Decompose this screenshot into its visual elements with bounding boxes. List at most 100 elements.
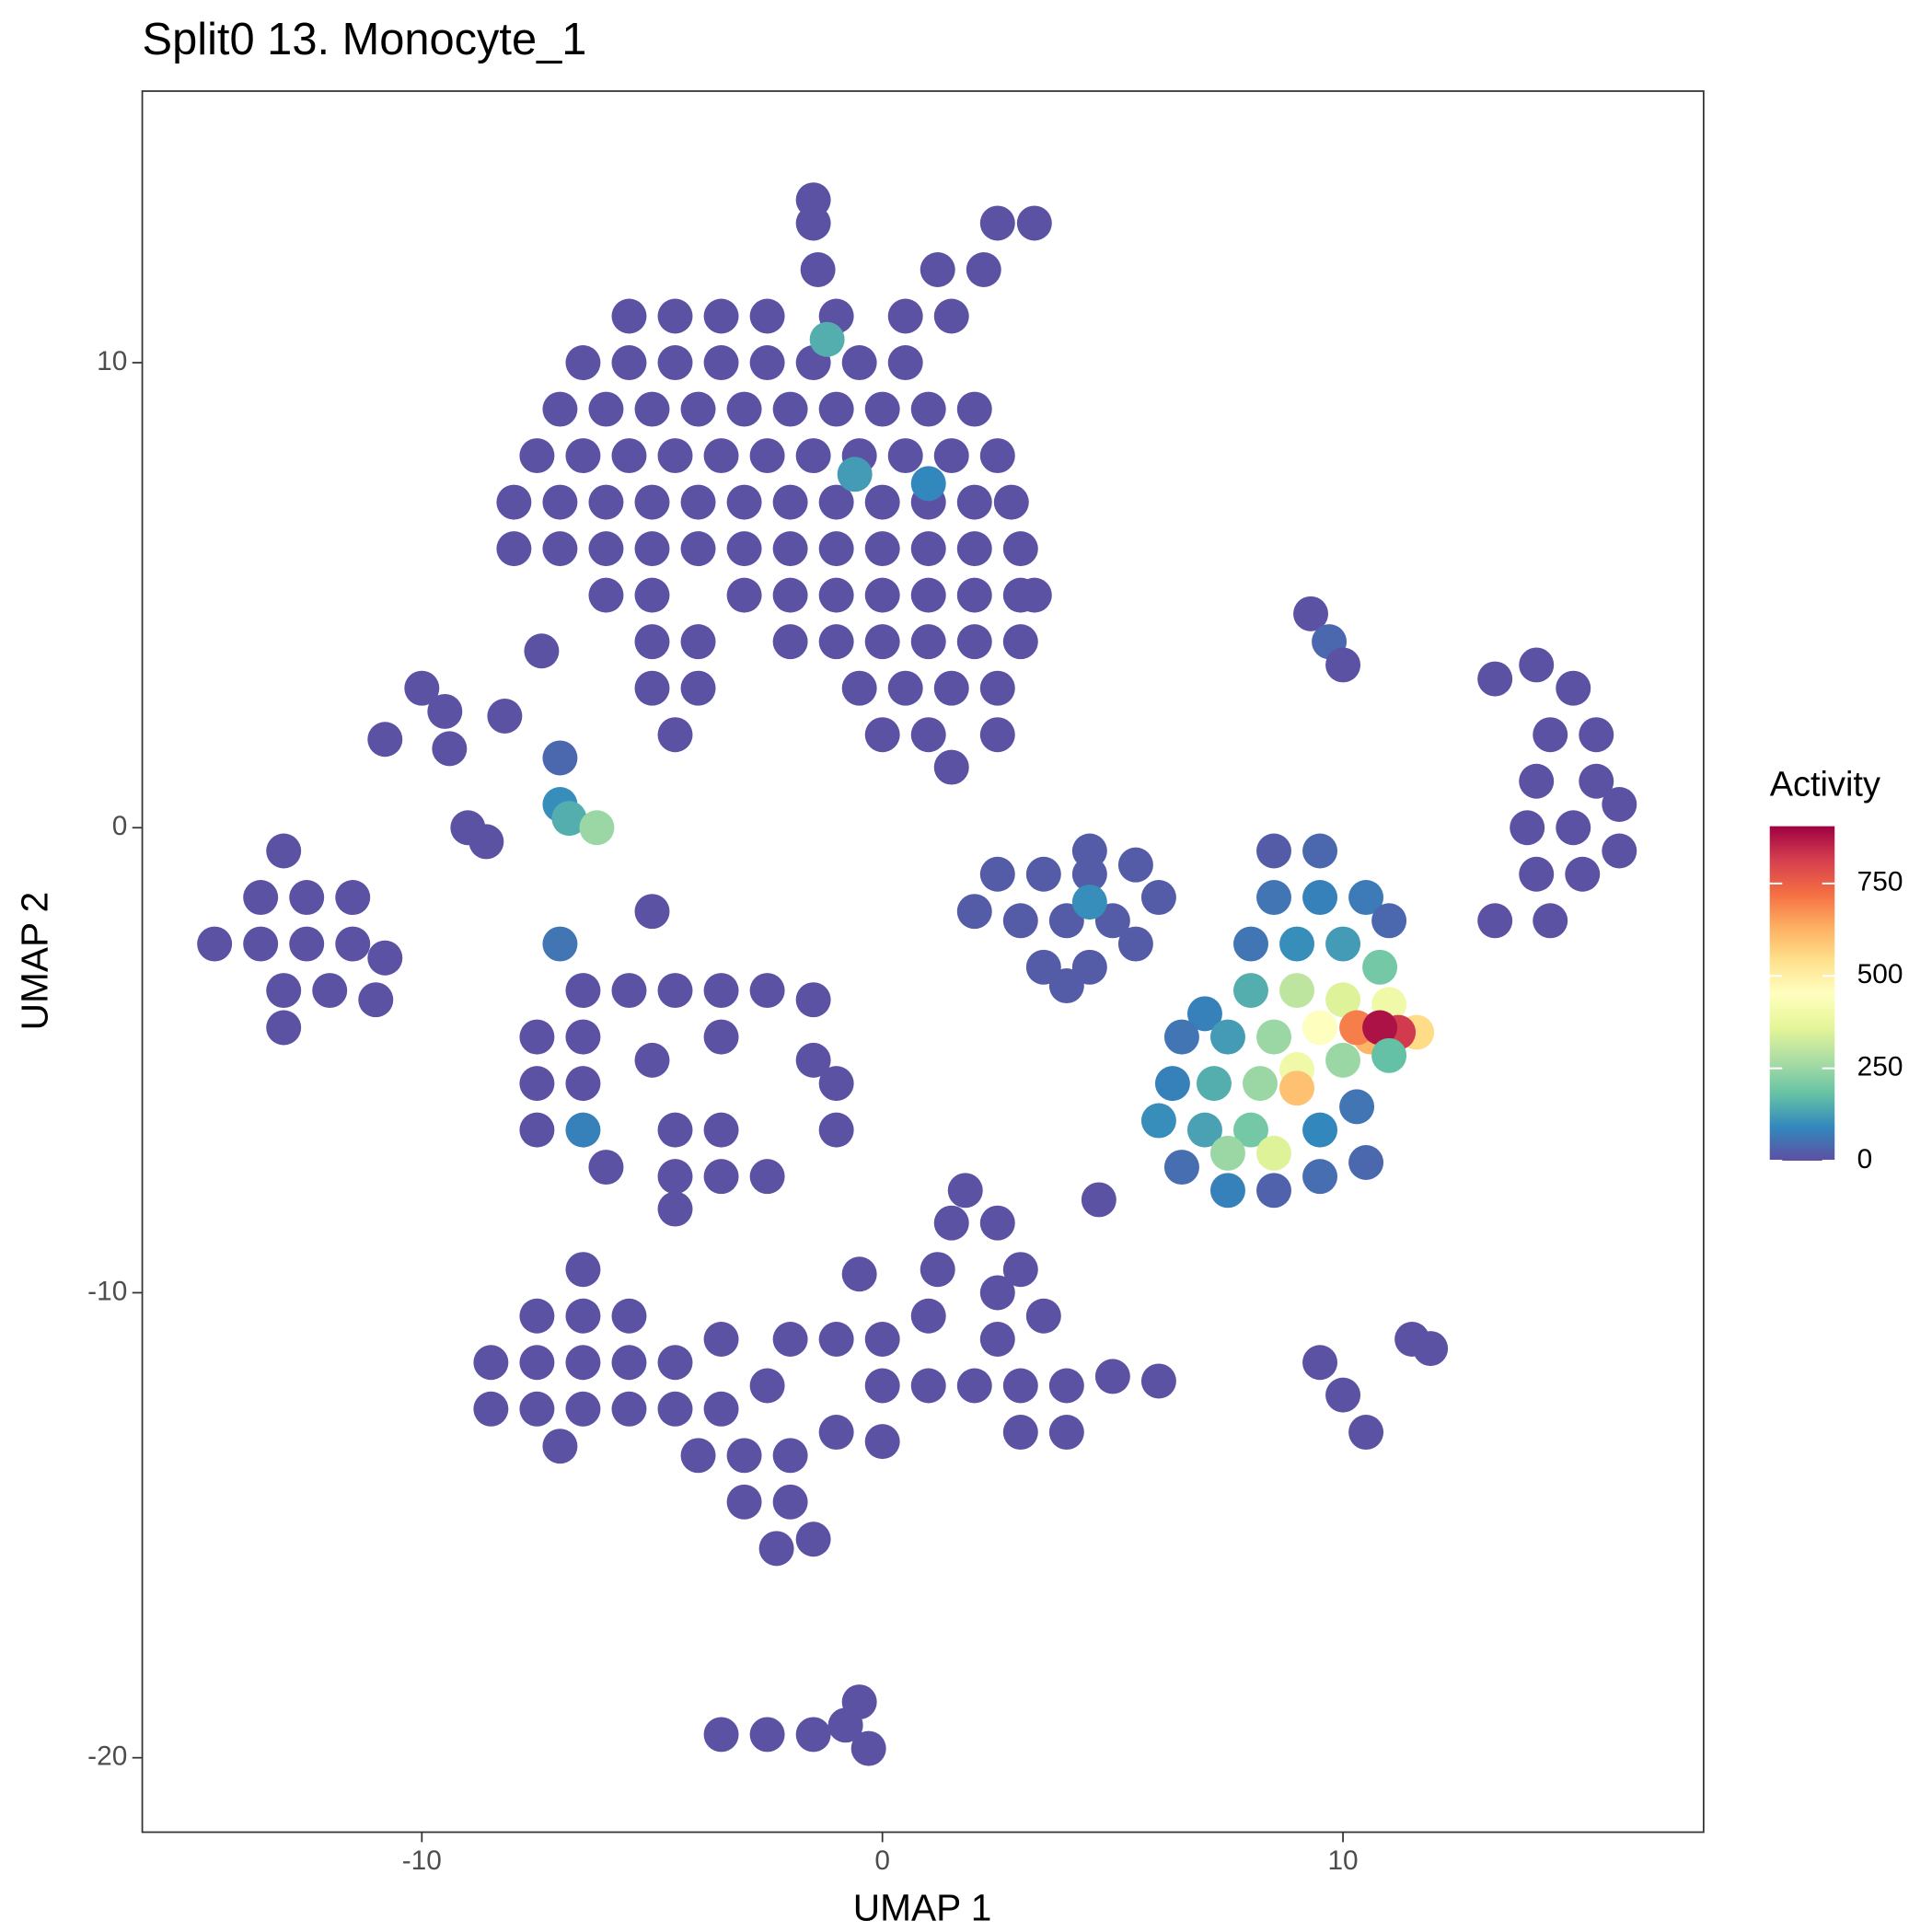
point (956, 484, 992, 520)
point (519, 1066, 555, 1102)
point (611, 973, 647, 1009)
point (749, 1159, 785, 1195)
point (1048, 1368, 1084, 1404)
point (1279, 926, 1315, 962)
point (565, 973, 601, 1009)
point (542, 484, 578, 520)
y-tick-label: -10 (87, 1276, 127, 1306)
point (933, 1205, 969, 1241)
legend-tick-label: 750 (1857, 867, 1903, 897)
legend-tick-label: 0 (1857, 1144, 1873, 1174)
point (1302, 880, 1338, 916)
point (795, 438, 831, 474)
point (519, 1391, 555, 1427)
point (358, 982, 394, 1018)
point (680, 531, 716, 567)
point (703, 298, 739, 334)
point (565, 438, 601, 474)
point (1233, 926, 1268, 962)
point (841, 1684, 877, 1720)
point (956, 577, 992, 613)
point (887, 345, 923, 381)
point (749, 345, 785, 381)
point (772, 624, 808, 660)
point (726, 484, 762, 520)
point (956, 531, 992, 567)
point (1186, 996, 1222, 1032)
point (1565, 856, 1601, 892)
legend-tick-label: 500 (1857, 959, 1903, 989)
point (703, 1391, 739, 1427)
point (864, 577, 900, 613)
point (657, 1159, 693, 1195)
point (657, 717, 693, 753)
point (809, 321, 845, 357)
legend-tick-label: 250 (1857, 1052, 1903, 1082)
point (579, 810, 615, 846)
point (795, 982, 831, 1018)
point (542, 1429, 578, 1464)
point (795, 1521, 831, 1557)
point (519, 1298, 555, 1334)
point (519, 1112, 555, 1148)
point (1413, 1331, 1449, 1367)
point (800, 252, 836, 287)
point (611, 1298, 647, 1334)
point (979, 856, 1015, 892)
point (1163, 1150, 1199, 1186)
point (979, 717, 1015, 753)
point (1163, 1019, 1199, 1055)
point (910, 391, 946, 427)
y-tick-label: -20 (87, 1741, 127, 1772)
point (588, 1150, 624, 1186)
point (1186, 1112, 1222, 1148)
point (519, 438, 555, 474)
point (1477, 903, 1513, 939)
point (910, 1298, 946, 1334)
point (1233, 1112, 1268, 1148)
point (1081, 1182, 1116, 1218)
point (289, 880, 325, 916)
point (565, 1112, 601, 1148)
point (1071, 885, 1107, 920)
point (1348, 1415, 1384, 1451)
point (910, 717, 946, 753)
point (266, 1010, 302, 1046)
point (703, 1717, 739, 1753)
point (1579, 717, 1614, 753)
point (565, 345, 601, 381)
point (680, 1438, 716, 1474)
panel-border (141, 90, 1705, 1834)
point (920, 1252, 955, 1288)
point (1117, 847, 1153, 883)
point (818, 1322, 854, 1357)
point (634, 531, 670, 567)
point (837, 457, 873, 492)
point (469, 824, 504, 860)
point (818, 391, 854, 427)
point (1154, 1066, 1190, 1102)
point (1325, 647, 1361, 683)
point (933, 749, 969, 785)
point (542, 531, 578, 567)
point (1325, 1042, 1361, 1078)
point (703, 973, 739, 1009)
point (887, 298, 923, 334)
point (634, 624, 670, 660)
point (1140, 880, 1176, 916)
point (1209, 1173, 1245, 1209)
point (496, 531, 532, 567)
point (749, 438, 785, 474)
point (933, 670, 969, 706)
point (289, 926, 325, 962)
point (933, 438, 969, 474)
point (993, 484, 1029, 520)
point (818, 1112, 854, 1148)
point (887, 670, 923, 706)
point (1519, 647, 1555, 683)
legend-title: Activity (1770, 765, 1880, 804)
point (1348, 1145, 1384, 1180)
point (910, 531, 946, 567)
point (487, 699, 523, 734)
point (657, 1191, 693, 1227)
